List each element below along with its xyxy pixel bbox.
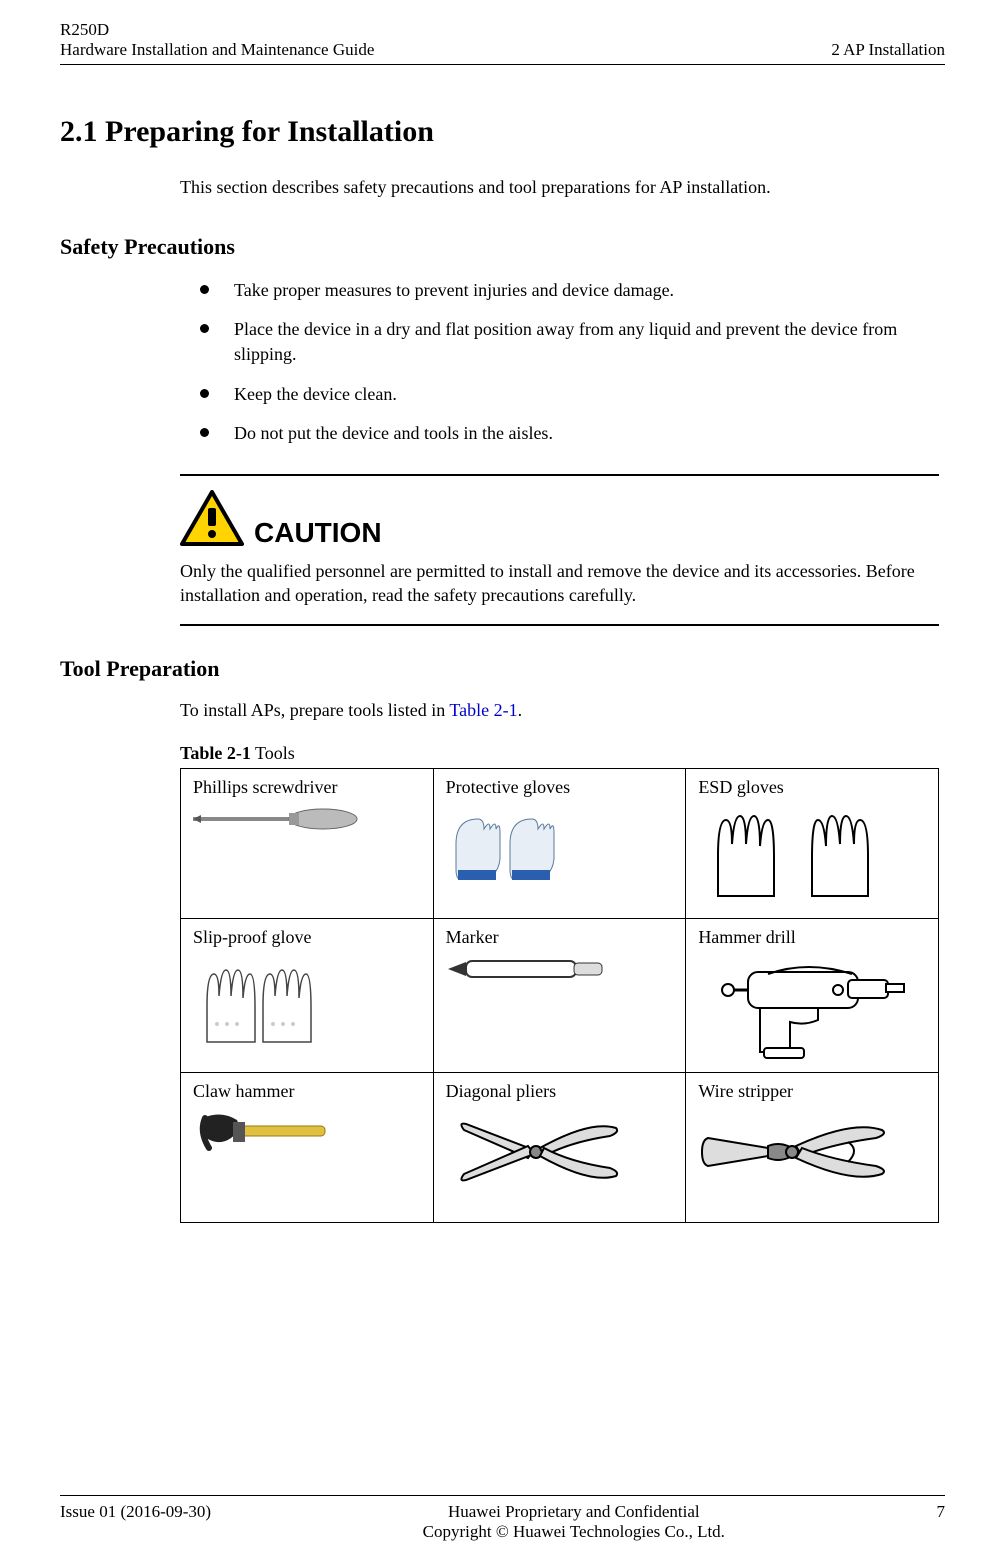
table-cell: Claw hammer	[181, 1072, 434, 1222]
table-cell: Wire stripper	[686, 1072, 939, 1222]
caution-callout: CAUTION Only the qualified personnel are…	[180, 474, 939, 626]
table-cell: Slip-proof glove	[181, 918, 434, 1072]
page-header: R250D Hardware Installation and Maintena…	[60, 20, 945, 65]
slip-gloves-icon	[193, 954, 421, 1049]
tool-label: Slip-proof glove	[193, 927, 421, 948]
footer-page-number: 7	[937, 1502, 946, 1542]
tool-label: Claw hammer	[193, 1081, 421, 1102]
safety-item: Take proper measures to prevent injuries…	[200, 278, 945, 303]
page-footer: Issue 01 (2016-09-30) Huawei Proprietary…	[60, 1495, 945, 1542]
marker-icon	[446, 954, 674, 984]
table-caption: Table 2-1 Tools	[180, 743, 945, 764]
section-intro: This section describes safety precaution…	[180, 177, 945, 198]
table-cell: Marker	[433, 918, 686, 1072]
table-caption-rest: Tools	[251, 743, 295, 763]
protective-gloves-icon	[446, 804, 674, 894]
safety-item: Place the device in a dry and flat posit…	[200, 317, 945, 367]
tool-label: Marker	[446, 927, 674, 948]
tool-label: ESD gloves	[698, 777, 926, 798]
tool-label: Hammer drill	[698, 927, 926, 948]
header-chapter: 2 AP Installation	[831, 40, 945, 60]
tools-table: Phillips screwdriver Protective gloves	[180, 768, 939, 1223]
toolprep-intro-suffix: .	[518, 700, 523, 720]
tool-label: Wire stripper	[698, 1081, 926, 1102]
wire-stripper-icon	[698, 1108, 926, 1198]
toolprep-heading: Tool Preparation	[60, 656, 945, 682]
caution-text: Only the qualified personnel are permitt…	[180, 559, 939, 608]
table-cell: Hammer drill	[686, 918, 939, 1072]
tool-label: Phillips screwdriver	[193, 777, 421, 798]
tool-label: Diagonal pliers	[446, 1081, 674, 1102]
footer-line2: Copyright © Huawei Technologies Co., Ltd…	[211, 1522, 936, 1542]
header-product: R250D	[60, 20, 374, 40]
screwdriver-icon	[193, 804, 421, 834]
hammer-drill-icon	[698, 954, 926, 1064]
footer-issue: Issue 01 (2016-09-30)	[60, 1502, 211, 1542]
caution-label: CAUTION	[254, 517, 382, 549]
toolprep-intro: To install APs, prepare tools listed in …	[180, 700, 945, 721]
table-caption-number: Table 2-1	[180, 743, 251, 763]
toolprep-intro-prefix: To install APs, prepare tools listed in	[180, 700, 449, 720]
esd-gloves-icon	[698, 804, 926, 904]
diagonal-pliers-icon	[446, 1108, 674, 1198]
header-doc-title: Hardware Installation and Maintenance Gu…	[60, 40, 374, 60]
section-title: 2.1 Preparing for Installation	[60, 115, 945, 149]
table-cell: ESD gloves	[686, 768, 939, 918]
table-row: Claw hammer Diagonal pliers	[181, 1072, 939, 1222]
safety-item: Keep the device clean.	[200, 382, 945, 407]
tool-label: Protective gloves	[446, 777, 674, 798]
table-cell: Phillips screwdriver	[181, 768, 434, 918]
safety-list: Take proper measures to prevent injuries…	[200, 278, 945, 446]
footer-line1: Huawei Proprietary and Confidential	[211, 1502, 936, 1522]
table-row: Slip-proof glove Marker	[181, 918, 939, 1072]
table-reference-link[interactable]: Table 2-1	[449, 700, 517, 720]
table-cell: Protective gloves	[433, 768, 686, 918]
safety-heading: Safety Precautions	[60, 234, 945, 260]
claw-hammer-icon	[193, 1108, 421, 1188]
table-row: Phillips screwdriver Protective gloves	[181, 768, 939, 918]
warning-triangle-icon	[180, 490, 244, 551]
safety-item: Do not put the device and tools in the a…	[200, 421, 945, 446]
table-cell: Diagonal pliers	[433, 1072, 686, 1222]
